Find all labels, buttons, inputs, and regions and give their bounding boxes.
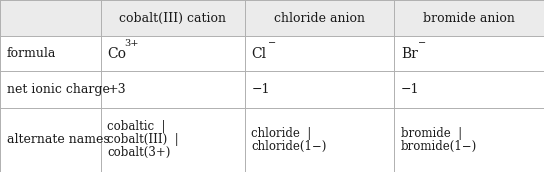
Text: Co: Co <box>107 47 126 61</box>
Text: formula: formula <box>7 47 56 60</box>
Text: 3+: 3+ <box>124 39 139 48</box>
Text: bromide anion: bromide anion <box>423 12 515 25</box>
Text: cobalt(III)  |: cobalt(III) | <box>107 133 179 146</box>
Text: Br: Br <box>401 47 418 61</box>
Text: cobaltic  |: cobaltic | <box>107 120 166 133</box>
Bar <box>0 0 544 36</box>
Text: chloride(1−): chloride(1−) <box>251 140 327 153</box>
Text: +3: +3 <box>107 83 126 96</box>
Text: −: − <box>268 39 276 48</box>
Text: −: − <box>418 39 426 48</box>
Text: chloride  |: chloride | <box>251 127 312 140</box>
Text: −1: −1 <box>401 83 419 96</box>
Text: cobalt(3+): cobalt(3+) <box>107 146 170 159</box>
Text: Cl: Cl <box>251 47 267 61</box>
Text: cobalt(III) cation: cobalt(III) cation <box>119 12 226 25</box>
Text: chloride anion: chloride anion <box>274 12 365 25</box>
Text: net ionic charge: net ionic charge <box>7 83 109 96</box>
Text: bromide  |: bromide | <box>401 127 462 140</box>
Text: bromide(1−): bromide(1−) <box>401 140 477 153</box>
Text: alternate names: alternate names <box>7 133 109 146</box>
Text: −1: −1 <box>251 83 270 96</box>
